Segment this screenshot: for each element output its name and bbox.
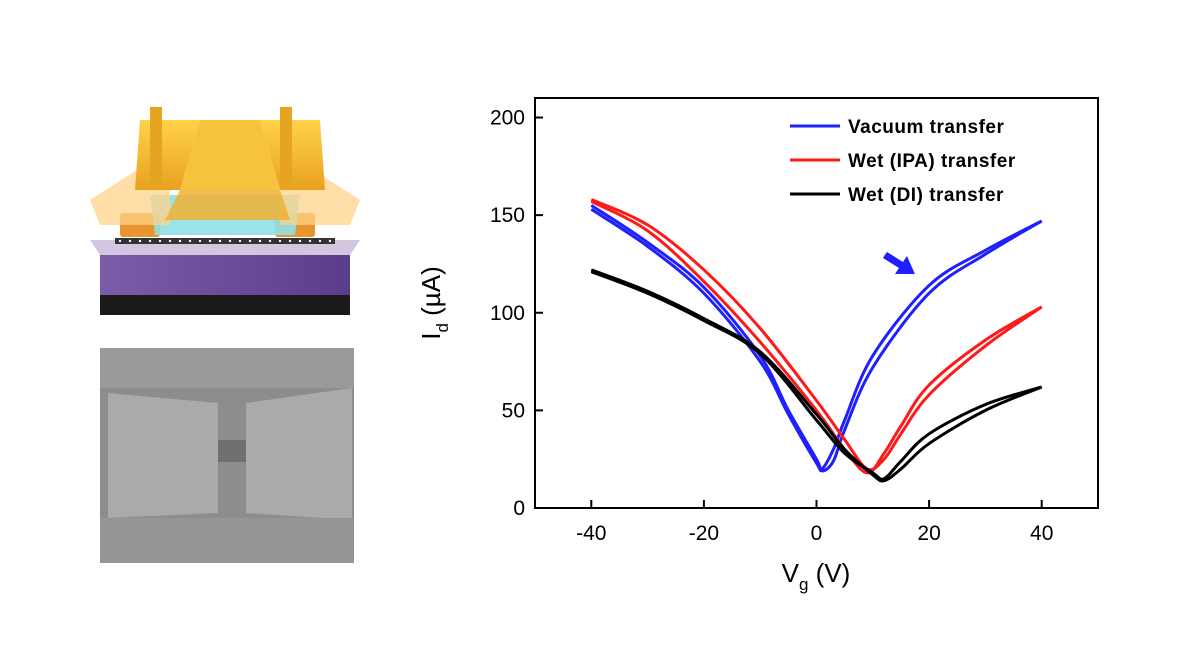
series-line-vacuum-transfer-reverse: [590, 208, 1043, 473]
series-line-wet-ipa-transfer-reverse: [590, 200, 1043, 475]
x-tick-label: -20: [689, 522, 719, 545]
series-line-wet-ipa-transfer-forward: [590, 198, 1043, 472]
series-line-wet-di-transfer-reverse: [590, 270, 1043, 481]
x-tick-label: -40: [576, 522, 606, 545]
series-line-vacuum-transfer-forward: [590, 204, 1043, 473]
sem-micrograph: [100, 348, 354, 563]
y-tick-label: 150: [490, 204, 525, 227]
legend-label: Wet (DI) transfer: [848, 185, 1004, 206]
x-axis-title: Vg (V): [782, 558, 851, 594]
x-tick-label: 20: [917, 522, 940, 545]
sweep-direction-arrow: [882, 251, 915, 274]
y-tick-label: 100: [490, 302, 525, 325]
y-tick-label: 200: [490, 107, 525, 130]
device-schematic-illustration: [80, 95, 380, 330]
y-tick-label: 50: [502, 399, 525, 422]
x-tick-label: 0: [811, 522, 823, 545]
transfer-curve-chart: -40 -20 0 20 40 0 50 100 150 200 Vacuum transfer W…: [400, 80, 1120, 600]
y-axis-title: Id (µA): [416, 266, 452, 340]
legend-label: Wet (IPA) transfer: [848, 151, 1016, 172]
series-line-wet-di-transfer-forward: [590, 268, 1043, 483]
y-tick-label: 0: [513, 497, 525, 520]
legend-label: Vacuum transfer: [848, 117, 1004, 138]
x-tick-label: 40: [1030, 522, 1053, 545]
